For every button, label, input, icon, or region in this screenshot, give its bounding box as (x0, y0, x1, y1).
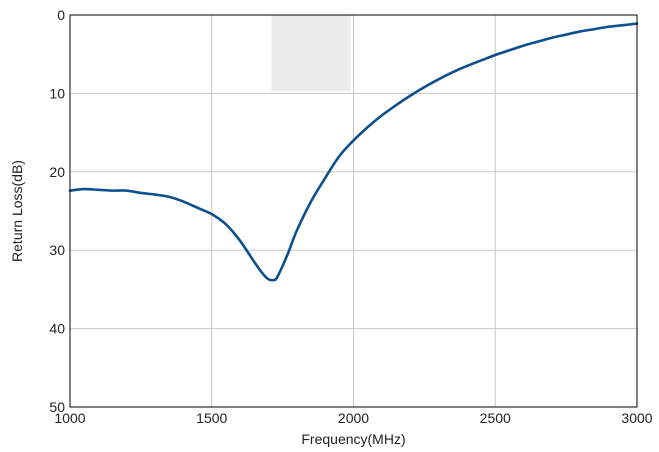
series-line-0 (68, 22, 639, 282)
x-tick-label: 1000 (54, 410, 85, 426)
highlight-band (271, 15, 351, 92)
x-tick-label: 3000 (621, 410, 652, 426)
y-tick-label: 50 (49, 399, 65, 415)
x-tick-label: 1500 (196, 410, 227, 426)
x-tick-label: 2000 (338, 410, 369, 426)
y-tick-label: 30 (49, 242, 65, 258)
y-tick-label: 0 (57, 7, 65, 23)
y-tick-label: 20 (49, 164, 65, 180)
highlight-band-layer (271, 15, 351, 92)
y-tick-label: 40 (49, 321, 65, 337)
series-layer (68, 22, 639, 282)
grid-layer (69, 14, 638, 408)
y-axis-title: Return Loss(dB) (9, 160, 25, 262)
y-tick-label: 10 (49, 85, 65, 101)
x-tick-labels: 1000 1500 2000 2500 3000 (54, 410, 652, 426)
x-tick-label: 2500 (480, 410, 511, 426)
x-axis-title: Frequency(MHz) (301, 431, 405, 447)
plot-frame (69, 14, 638, 408)
y-tick-labels: 0 10 20 30 40 50 (49, 7, 65, 415)
